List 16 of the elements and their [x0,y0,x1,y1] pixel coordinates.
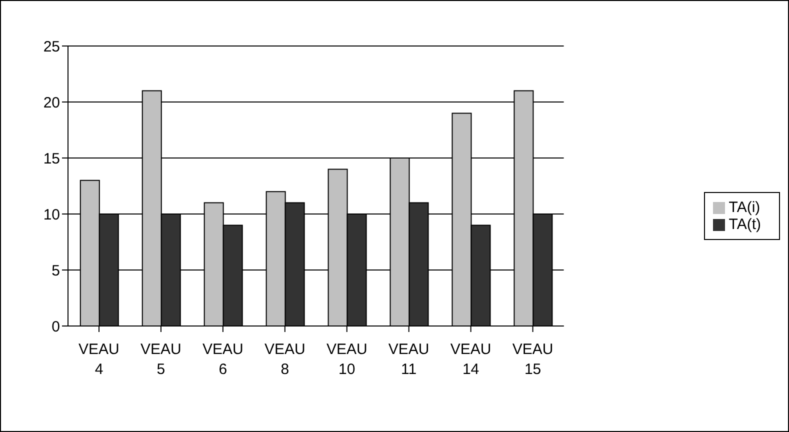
x-tick-label: VEAU 11 [388,341,430,378]
x-tick-label: VEAU 4 [78,341,120,378]
y-tick-label: 20 [43,94,60,112]
x-tick-label: VEAU 6 [202,341,244,378]
x-tick-label: VEAU 8 [264,341,306,378]
legend-label: TA(i) [728,199,760,216]
y-tick-label: 10 [43,206,60,224]
y-tick-label: 0 [52,318,60,336]
x-tick-label: VEAU 10 [326,341,368,378]
x-tick-label: VEAU 14 [450,341,492,378]
y-tick-label: 5 [52,262,60,280]
y-tick-label: 15 [43,150,60,168]
x-tick-label: VEAU 15 [512,341,554,378]
x-tick-label: VEAU 5 [140,341,182,378]
y-tick-label: 25 [43,38,60,56]
legend-label: TA(t) [728,216,761,233]
